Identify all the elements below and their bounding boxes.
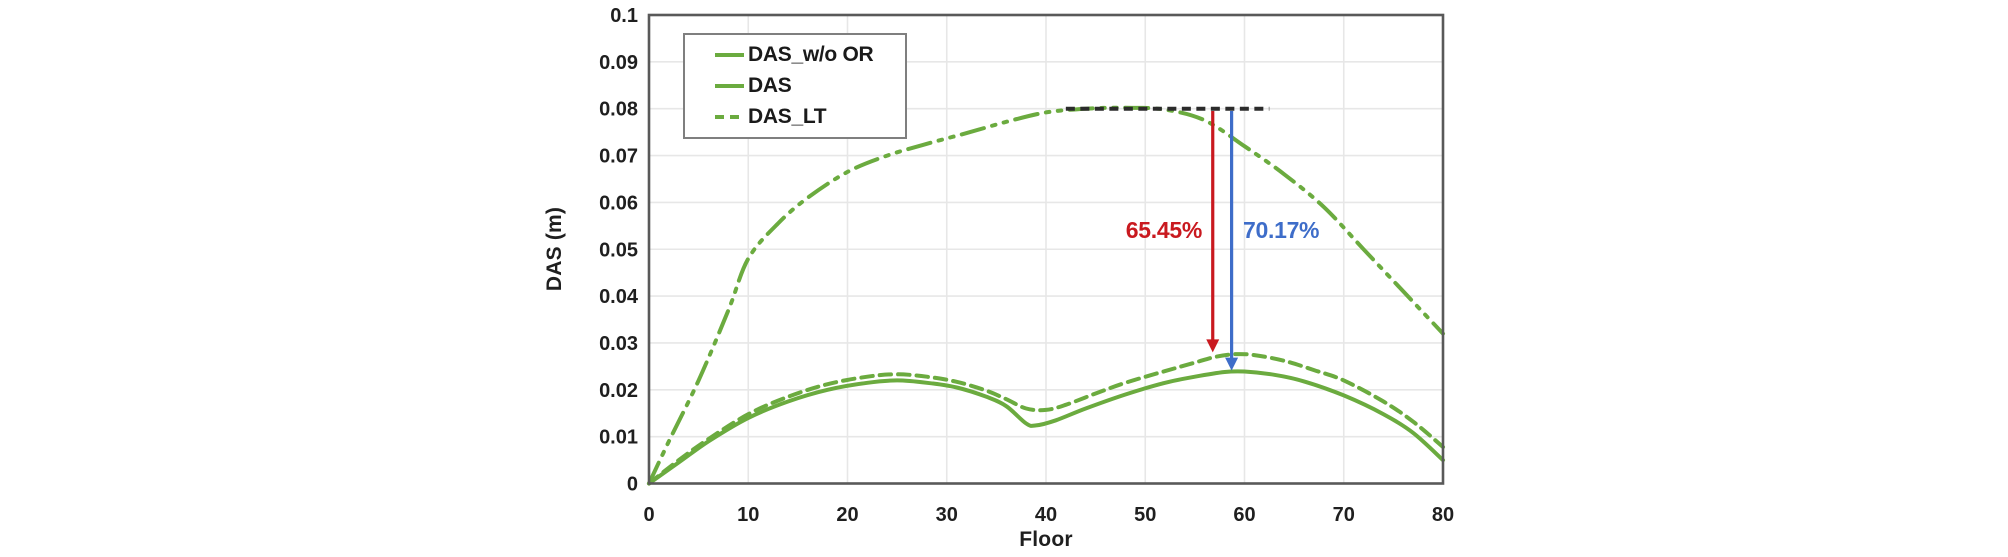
series-curve-das bbox=[647, 369, 1445, 486]
legend-line-sample-solid-icon bbox=[715, 83, 744, 88]
x-axis-title: Floor bbox=[1019, 528, 1073, 551]
y-axis-title-text: DAS (m) bbox=[543, 206, 567, 292]
plot-frame bbox=[647, 13, 1445, 485]
annotation-arrowhead-icon-red bbox=[1206, 339, 1220, 353]
series-curve-das-w-o-or bbox=[647, 105, 1445, 486]
x-tick-label: 30 bbox=[936, 504, 958, 526]
legend-line-sample-dashed-icon bbox=[715, 115, 744, 120]
legend-line-sample-solid-icon bbox=[715, 52, 744, 57]
legend-label: DAS_LT bbox=[748, 105, 827, 129]
y-tick-label: 0.04 bbox=[599, 286, 639, 308]
y-tick-label: 0.09 bbox=[599, 52, 638, 74]
y-tick-label: 0.06 bbox=[599, 192, 638, 214]
y-tick-label: 0.02 bbox=[599, 380, 638, 402]
x-tick-label: 0 bbox=[643, 504, 654, 526]
legend-item-das-wo-or: DAS_w/o OR bbox=[715, 42, 905, 68]
y-tick-label: 0.01 bbox=[599, 427, 638, 449]
y-tick-label: 0.08 bbox=[599, 99, 638, 121]
legend-label: DAS_w/o OR bbox=[748, 42, 874, 66]
annotation-arrowhead-icon-blue bbox=[1225, 357, 1239, 371]
y-tick-label: 0 bbox=[627, 474, 638, 496]
legend-item-das: DAS bbox=[715, 73, 905, 99]
legend: DAS_w/o OR DAS DAS_LT bbox=[683, 33, 907, 139]
x-tick-label: 70 bbox=[1333, 504, 1355, 526]
x-tick-label: 60 bbox=[1233, 504, 1255, 526]
legend-item-das-lt: DAS_LT bbox=[715, 104, 905, 130]
legend-label: DAS bbox=[748, 73, 792, 97]
y-tick-label: 0.05 bbox=[599, 239, 638, 261]
x-tick-label: 50 bbox=[1134, 504, 1156, 526]
y-tick-label: 0.1 bbox=[610, 5, 638, 27]
x-tick-label: 20 bbox=[836, 504, 858, 526]
x-tick-label: 80 bbox=[1432, 504, 1454, 526]
series-curve-das-lt bbox=[647, 352, 1445, 486]
annotation-label-red-percent: 65.45% bbox=[1125, 217, 1203, 243]
y-axis-title: DAS (m) bbox=[540, 0, 570, 498]
x-tick-label: 10 bbox=[737, 504, 759, 526]
y-tick-label: 0.03 bbox=[599, 333, 638, 355]
x-tick-label: 40 bbox=[1035, 504, 1057, 526]
y-tick-label: 0.07 bbox=[599, 146, 638, 168]
annotation-label-blue-percent: 70.17% bbox=[1243, 217, 1320, 243]
